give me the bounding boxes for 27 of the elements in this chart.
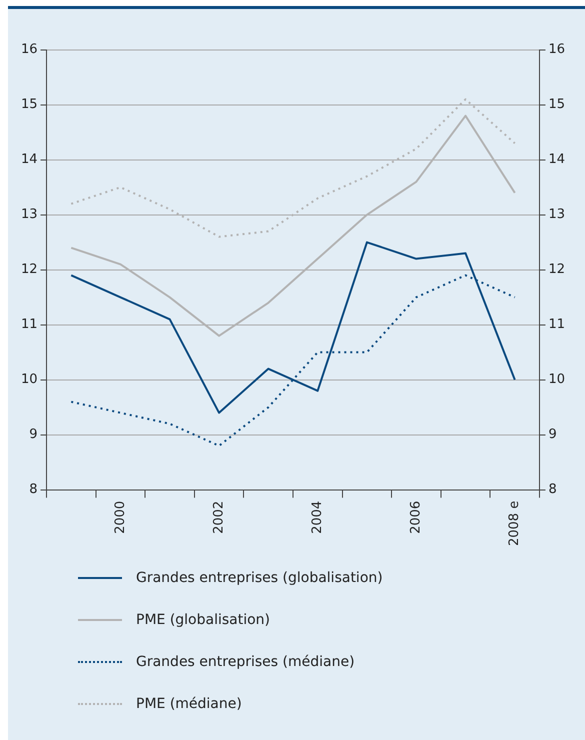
y-tick-label: 16 <box>20 42 38 58</box>
y-tick-label: 12 <box>20 262 38 278</box>
y-tick-label: 11 <box>20 317 38 332</box>
legend-label: PME (globalisation) <box>136 612 270 628</box>
x-tick-label: 2008 e <box>507 500 522 546</box>
y-tick-label: 10 <box>20 372 38 388</box>
y2-tick-label: 15 <box>548 97 566 112</box>
y2-tick-label: 11 <box>548 317 566 332</box>
legend-label: Grandes entreprises (médiane) <box>136 654 355 670</box>
y-tick-label: 14 <box>20 152 38 168</box>
x-tick-label: 2004 <box>310 500 326 534</box>
y-tick-label: 8 <box>29 482 38 498</box>
y2-tick-label: 8 <box>548 482 557 498</box>
y2-tick-label: 13 <box>548 207 566 222</box>
x-tick-label: 2000 <box>112 500 128 534</box>
y-tick-label: 13 <box>20 207 38 222</box>
y2-tick-label: 16 <box>548 42 566 58</box>
x-tick-label: 2006 <box>408 500 424 534</box>
y2-tick-label: 10 <box>548 372 566 388</box>
y2-tick-label: 12 <box>548 262 566 278</box>
y2-tick-label: 14 <box>548 152 566 168</box>
y2-tick-label: 9 <box>548 427 557 442</box>
y-tick-label: 9 <box>29 427 38 442</box>
y-tick-label: 15 <box>20 97 38 112</box>
legend-label: Grandes entreprises (globalisation) <box>136 570 383 586</box>
legend-label: PME (médiane) <box>136 696 242 712</box>
x-tick-label: 2002 <box>211 500 226 534</box>
